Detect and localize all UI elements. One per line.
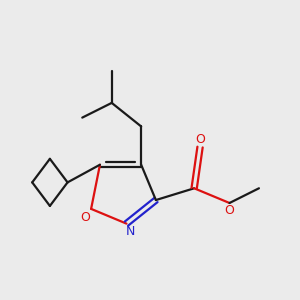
Text: O: O [80,211,90,224]
Text: O: O [225,204,234,217]
Text: N: N [126,225,136,239]
Text: O: O [195,133,205,146]
